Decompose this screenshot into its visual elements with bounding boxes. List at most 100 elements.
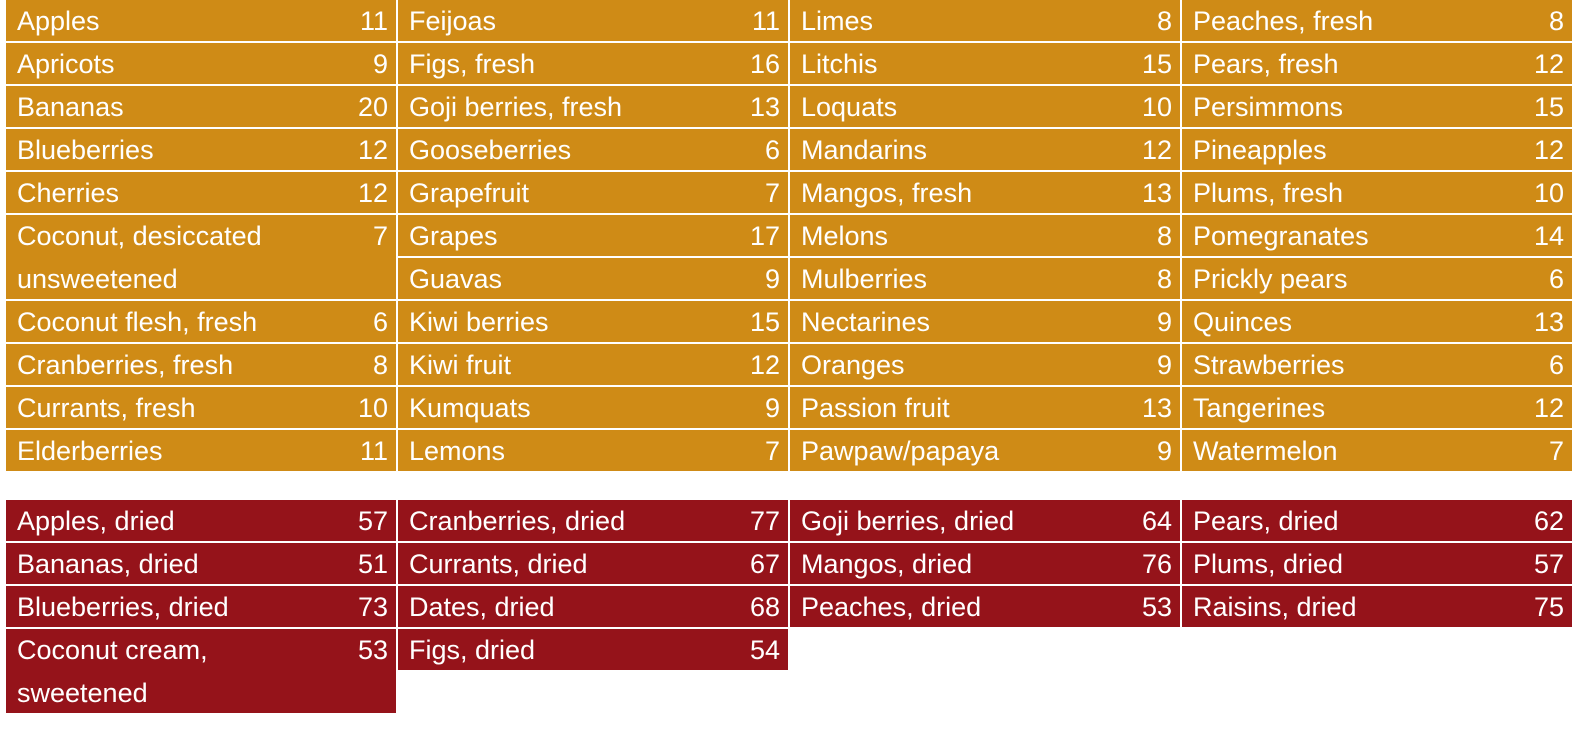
fresh-row: Cranberries, fresh 8 bbox=[6, 344, 396, 385]
fresh-row: Elderberries 11 bbox=[6, 430, 396, 471]
fresh-row: Bananas 20 bbox=[6, 86, 396, 127]
fruit-value: 15 bbox=[749, 307, 780, 337]
fruit-name: Currants, fresh bbox=[17, 393, 196, 423]
fresh-row: Blueberries 12 bbox=[6, 129, 396, 170]
fruit-value: 10 bbox=[1533, 178, 1564, 208]
fruit-value: 8 bbox=[1156, 221, 1172, 251]
fruit-name: Strawberries bbox=[1193, 350, 1345, 380]
fresh-row: Coconut flesh, fresh 6 bbox=[6, 301, 396, 342]
dried-row: Currants, dried 67 bbox=[398, 543, 788, 584]
fresh-row: Nectarines 9 bbox=[790, 301, 1180, 342]
fruit-value: 57 bbox=[1533, 549, 1564, 579]
fresh-row: Guavas 9 bbox=[398, 258, 788, 299]
fresh-row: Figs, fresh 16 bbox=[398, 43, 788, 84]
fruit-name: Plums, dried bbox=[1193, 549, 1344, 579]
fruit-value: 9 bbox=[764, 393, 780, 423]
fresh-row: Grapefruit 7 bbox=[398, 172, 788, 213]
fruit-value: 10 bbox=[357, 393, 388, 423]
fruit-value: 62 bbox=[1533, 506, 1564, 536]
fruit-name: Coconut, desiccated unsweetened bbox=[17, 221, 262, 294]
fruit-name: Dates, dried bbox=[409, 592, 555, 622]
fruit-value: 13 bbox=[1141, 178, 1172, 208]
dried-row: Cranberries, dried 77 bbox=[398, 500, 788, 541]
fresh-row: Kumquats 9 bbox=[398, 387, 788, 428]
fresh-row: Strawberries 6 bbox=[1182, 344, 1572, 385]
fruit-value: 7 bbox=[1548, 436, 1564, 466]
fruit-name: Mulberries bbox=[801, 264, 928, 294]
fruit-name: Lemons bbox=[409, 436, 506, 466]
fruit-value: 13 bbox=[749, 92, 780, 122]
fruit-value: 8 bbox=[372, 350, 388, 380]
fruit-value: 53 bbox=[1141, 592, 1172, 622]
dried-row: Dates, dried 68 bbox=[398, 586, 788, 627]
dried-row: Mangos, dried 76 bbox=[790, 543, 1180, 584]
fruit-value: 14 bbox=[1533, 221, 1564, 251]
fruit-value: 13 bbox=[1141, 393, 1172, 423]
fruit-name: Grapes bbox=[409, 221, 498, 251]
fruit-name: Kiwi berries bbox=[409, 307, 549, 337]
fruit-value: 6 bbox=[1548, 350, 1564, 380]
fruit-value: 9 bbox=[1156, 436, 1172, 466]
fruit-value: 9 bbox=[1156, 350, 1172, 380]
fresh-row: Pears, fresh 12 bbox=[1182, 43, 1572, 84]
fruit-name: Currants, dried bbox=[409, 549, 588, 579]
fruit-value: 9 bbox=[764, 264, 780, 294]
fruit-name: Pears, fresh bbox=[1193, 49, 1339, 79]
fruit-value: 57 bbox=[357, 506, 388, 536]
fresh-row: Pineapples 12 bbox=[1182, 129, 1572, 170]
fruit-name: Coconut cream, sweetened bbox=[17, 635, 208, 708]
fruit-name: Prickly pears bbox=[1193, 264, 1348, 294]
fruit-name: Cranberries, fresh bbox=[17, 350, 234, 380]
dried-row: Figs, dried 54 bbox=[398, 629, 788, 670]
dried-row: Coconut cream, sweetened 53 bbox=[6, 629, 396, 713]
fruit-value: 64 bbox=[1141, 506, 1172, 536]
dried-row: Apples, dried 57 bbox=[6, 500, 396, 541]
dried-row: Pears, dried 62 bbox=[1182, 500, 1572, 541]
fruit-name: Litchis bbox=[801, 49, 878, 79]
fruit-name: Guavas bbox=[409, 264, 503, 294]
fruit-name: Apples, dried bbox=[17, 506, 175, 536]
fruit-name: Melons bbox=[801, 221, 889, 251]
fruit-value: 76 bbox=[1141, 549, 1172, 579]
fruit-value: 9 bbox=[372, 49, 388, 79]
fruit-name: Apricots bbox=[17, 49, 115, 79]
fruit-value: 12 bbox=[1533, 135, 1564, 165]
fresh-row: Watermelon 7 bbox=[1182, 430, 1572, 471]
fruit-value: 10 bbox=[1141, 92, 1172, 122]
fruit-value: 75 bbox=[1533, 592, 1564, 622]
fruit-name: Kiwi fruit bbox=[409, 350, 512, 380]
fruit-value: 53 bbox=[357, 635, 388, 665]
fruit-value: 12 bbox=[1533, 393, 1564, 423]
fruit-name: Tangerines bbox=[1193, 393, 1326, 423]
fruit-name: Figs, fresh bbox=[409, 49, 536, 79]
fresh-row: Pawpaw/papaya 9 bbox=[790, 430, 1180, 471]
fruit-value: 68 bbox=[749, 592, 780, 622]
fruit-name: Loquats bbox=[801, 92, 898, 122]
fresh-row: Passion fruit 13 bbox=[790, 387, 1180, 428]
fruit-value: 8 bbox=[1156, 6, 1172, 36]
fruit-name: Gooseberries bbox=[409, 135, 572, 165]
dried-row: Bananas, dried 51 bbox=[6, 543, 396, 584]
fruit-value: 8 bbox=[1548, 6, 1564, 36]
fruit-name: Limes bbox=[801, 6, 874, 36]
fresh-row: Mulberries 8 bbox=[790, 258, 1180, 299]
fruit-value: 11 bbox=[359, 436, 388, 466]
fruit-value: 54 bbox=[749, 635, 780, 665]
fruit-name: Figs, dried bbox=[409, 635, 536, 665]
fruit-name: Pineapples bbox=[1193, 135, 1327, 165]
fruit-value: 77 bbox=[749, 506, 780, 536]
fresh-row: Cherries 12 bbox=[6, 172, 396, 213]
fruit-name: Pomegranates bbox=[1193, 221, 1369, 251]
fruit-value: 11 bbox=[359, 6, 388, 36]
dried-row: Plums, dried 57 bbox=[1182, 543, 1572, 584]
fruit-name: Watermelon bbox=[1193, 436, 1338, 466]
fruit-name: Persimmons bbox=[1193, 92, 1344, 122]
fresh-column-3: Limes 8 Litchis 15 Loquats 10 Mandarins 12 M… bbox=[790, 0, 1180, 473]
fruit-name: Mangos, dried bbox=[801, 549, 973, 579]
fresh-row: Apples 11 bbox=[6, 0, 396, 41]
fruit-value: 15 bbox=[1141, 49, 1172, 79]
fresh-row: Grapes 17 bbox=[398, 215, 788, 256]
fruit-value: 12 bbox=[749, 350, 780, 380]
fruit-name: Quinces bbox=[1193, 307, 1293, 337]
fresh-row: Oranges 9 bbox=[790, 344, 1180, 385]
